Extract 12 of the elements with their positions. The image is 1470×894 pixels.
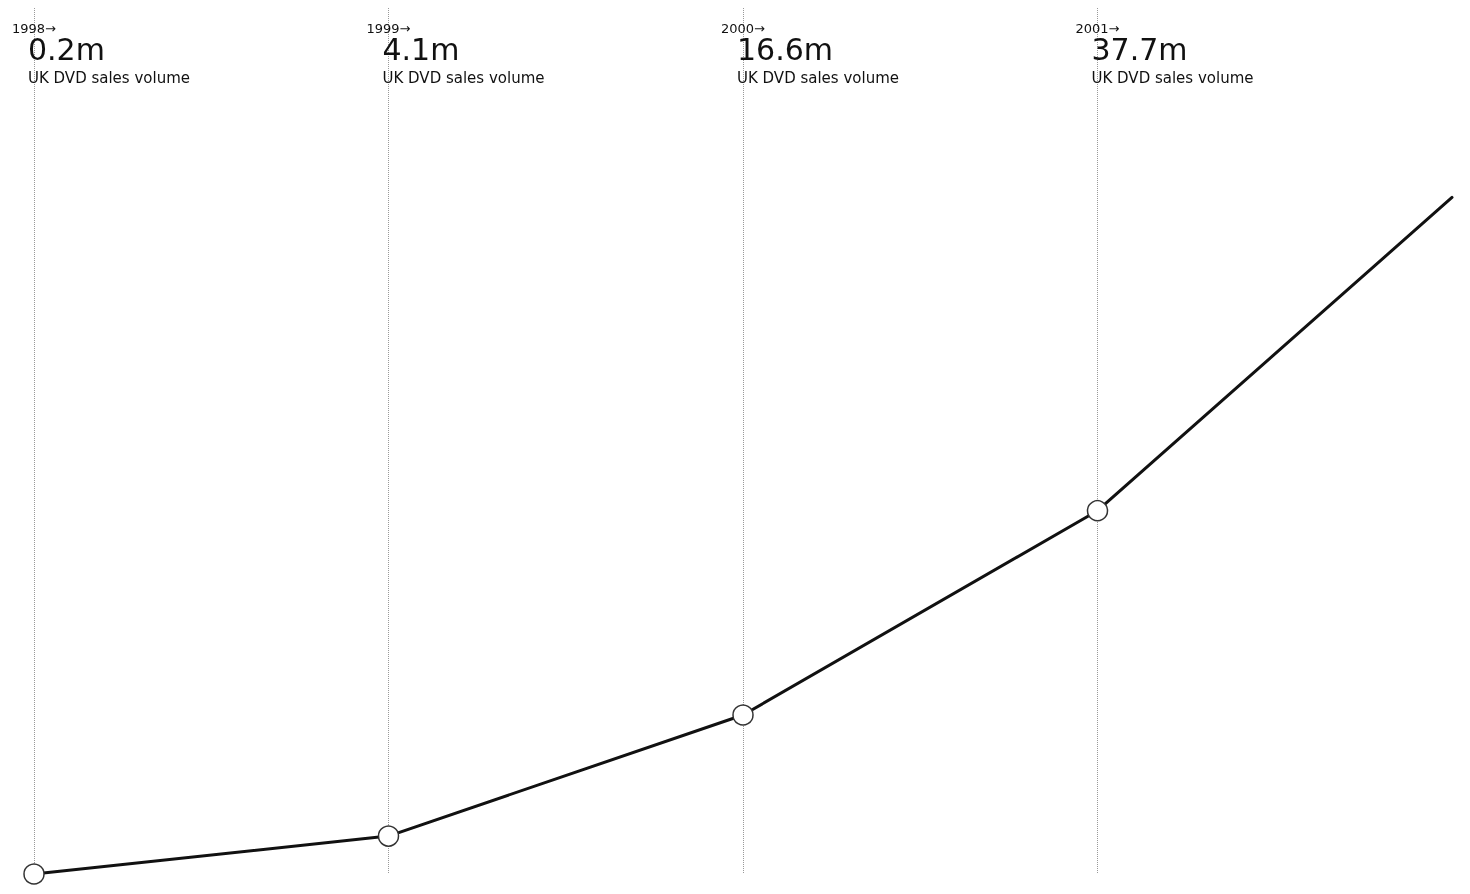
text: UK DVD sales volume bbox=[382, 68, 545, 87]
point bbox=[377, 825, 400, 847]
point bbox=[732, 704, 754, 726]
text: UK DVD sales volume bbox=[1091, 68, 1254, 87]
x-tick-label: 2000→ bbox=[721, 21, 766, 36]
x-tick-label: 2001→ bbox=[1075, 21, 1120, 36]
x-tick-label: 1999→ bbox=[366, 21, 411, 36]
x-tick-label: 1998→ bbox=[12, 21, 57, 36]
text: UK DVD sales volume bbox=[737, 68, 900, 87]
point bbox=[23, 863, 45, 885]
point bbox=[1086, 499, 1109, 522]
text: UK DVD sales volume bbox=[28, 68, 191, 87]
